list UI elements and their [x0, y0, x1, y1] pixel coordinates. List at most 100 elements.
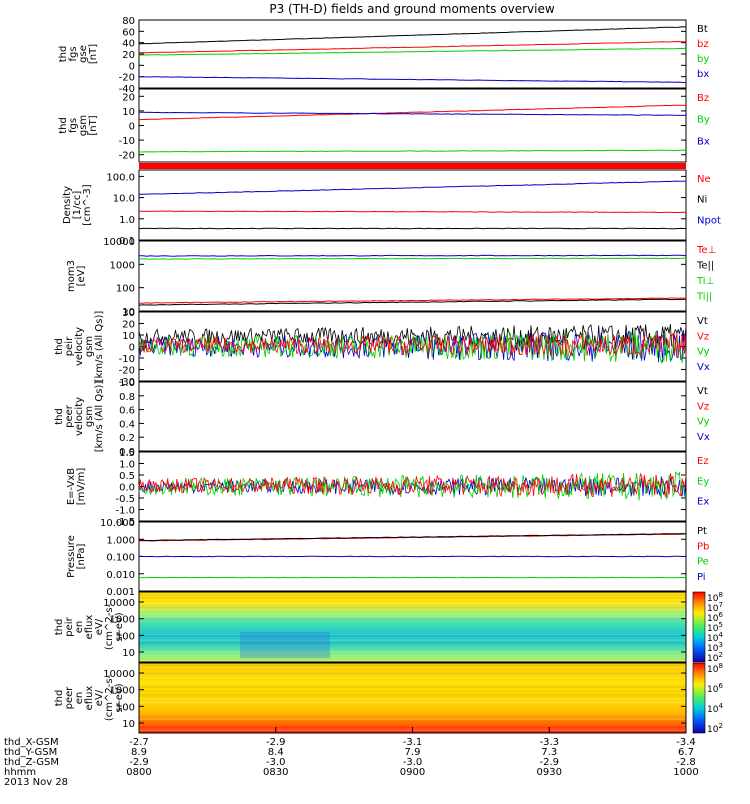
y-tick-label: 0.8	[119, 392, 135, 403]
y-axis-label: E=-VxB[mV/m]	[66, 468, 87, 506]
y-tick-label: 0.100	[106, 553, 135, 564]
legend-Bt: Bt	[697, 24, 708, 35]
y-tick-label: 0.2	[119, 433, 135, 444]
series-Npot	[139, 181, 686, 194]
y-tick-label: 10	[122, 648, 135, 659]
y-tick-label: 100.0	[106, 172, 135, 183]
series-bx	[139, 77, 686, 83]
legend-Ey: Ey	[697, 476, 709, 487]
y-tick-label: -10	[119, 354, 135, 365]
x-tick-label: 1000	[673, 767, 698, 778]
panel-5: 3020100-10-20-30thdpeirvelocitygsm[km/s …	[54, 308, 710, 388]
x-tick-label: 0900	[400, 767, 425, 778]
y-tick-label: -1.0	[115, 506, 135, 517]
panel-10: 10810610410210000100010010thdpeereneflux…	[54, 662, 723, 735]
legend-Vt: Vt	[697, 386, 708, 397]
legend-by: by	[697, 54, 709, 65]
y-tick-label: -0.5	[115, 494, 135, 505]
legend-Pi: Pi	[697, 572, 706, 583]
y-tick-label: 1.0	[119, 215, 135, 226]
legend-By: By	[697, 115, 710, 126]
legend-Vx: Vx	[697, 432, 710, 443]
y-tick-label: 0.001	[106, 587, 135, 598]
legend-Te⊥: Te⊥	[696, 245, 716, 256]
plot-title: P3 (TH-D) fields and ground moments over…	[269, 2, 554, 16]
panel-frame	[139, 382, 686, 451]
y-tick-label: 0.4	[119, 419, 135, 430]
legend-bx: bx	[697, 69, 709, 80]
legend-Vz: Vz	[697, 401, 709, 412]
y-axis-label: Pressure[nPa]	[66, 535, 87, 578]
y-tick-label: 20	[122, 92, 135, 103]
legend-Vy: Vy	[697, 417, 710, 428]
series-Ni	[139, 228, 686, 229]
y-tick-label: 0.6	[119, 406, 135, 417]
y-tick-label: -20	[119, 73, 135, 84]
series-Pt	[139, 534, 686, 541]
legend-Vx: Vx	[697, 362, 710, 373]
state-bar	[139, 163, 686, 169]
y-tick-label: 10000	[103, 237, 135, 248]
colorbar-tick-label: 104	[707, 702, 723, 715]
y-tick-label: 60	[122, 27, 135, 38]
legend-bz: bz	[697, 39, 709, 50]
y-axis-label: thdpeervelocitygsm[km/s (All Qs)]	[54, 381, 105, 453]
series-Ti⊥	[139, 255, 686, 256]
panel-frame	[139, 170, 686, 240]
y-tick-label: 1000	[110, 260, 135, 271]
y-axis-label: mom3[eV]	[66, 260, 87, 292]
spectrogram-low-flux-region	[240, 632, 330, 658]
y-tick-label: 100	[116, 284, 135, 295]
legend-Pe: Pe	[697, 557, 709, 568]
colorbar	[693, 663, 705, 733]
y-tick-label: 0.5	[119, 471, 135, 482]
series-Ne	[139, 211, 686, 213]
panel-9: 10810710610510410310210000100010010thdpe…	[54, 591, 723, 664]
series-By	[139, 150, 686, 152]
series-Bt	[139, 27, 686, 44]
y-axis-label: thdpeirenefluxeV/(cm^2-s-sr-eV)	[54, 603, 125, 650]
y-tick-label: 80	[122, 16, 135, 27]
legend-Pb: Pb	[697, 541, 709, 552]
y-tick-label: 40	[122, 39, 135, 50]
y-tick-label: 1.0	[119, 460, 135, 471]
legend-Ni: Ni	[697, 195, 707, 206]
x-tick-label: 0930	[537, 767, 562, 778]
y-axis-label: thdpeirvelocitygsm[km/s (All Qs)]	[54, 311, 105, 383]
legend-Npot: Npot	[697, 215, 721, 226]
y-tick-label: -20	[119, 366, 135, 377]
y-axis-label: thdfgsgse[nT]	[58, 44, 99, 64]
y-tick-label: 1.5	[119, 448, 135, 459]
panel-8: 10.0001.0000.1000.0100.001Pressure[nPa]P…	[66, 518, 709, 598]
y-tick-label: 20	[122, 320, 135, 331]
colorbar-tick-label: 106	[707, 682, 723, 695]
panel-7: 1.51.00.50.0-0.5-1.0-1.5E=-VxB[mV/m]EzEy…	[66, 448, 709, 528]
y-tick-label: 1.0	[119, 378, 135, 389]
y-tick-label: 10	[122, 331, 135, 342]
y-tick-label: 30	[122, 308, 135, 319]
colorbar-tick-label: 102	[707, 722, 723, 735]
legend-Ez: Ez	[697, 456, 709, 467]
series-Ti||	[139, 258, 686, 259]
y-tick-label: 10	[122, 719, 135, 730]
y-axis-label: thdfgsgsm[nT]	[58, 115, 99, 136]
legend-Vy: Vy	[697, 347, 710, 358]
legend-Bx: Bx	[697, 136, 710, 147]
legend-Ti⊥: Ti⊥	[696, 276, 714, 287]
legend-Ne: Ne	[697, 174, 711, 185]
series-by	[139, 48, 686, 55]
legend-Te||: Te||	[696, 261, 714, 272]
panel-3: 100.010.01.00.1Density[1/cc][cm^-3]NeNiN…	[62, 170, 721, 247]
x-row-label: 2013 Nov 28	[4, 777, 68, 788]
y-tick-label: 0	[129, 343, 135, 354]
y-tick-label: -10	[119, 136, 135, 147]
y-tick-label: 1.000	[106, 535, 135, 546]
y-tick-label: 0.0	[119, 483, 135, 494]
panel-6: 1.00.80.60.40.20.0thdpeervelocitygsm[km/…	[54, 378, 710, 458]
y-tick-label: 10.000	[100, 518, 135, 529]
legend-Bz: Bz	[697, 93, 709, 104]
